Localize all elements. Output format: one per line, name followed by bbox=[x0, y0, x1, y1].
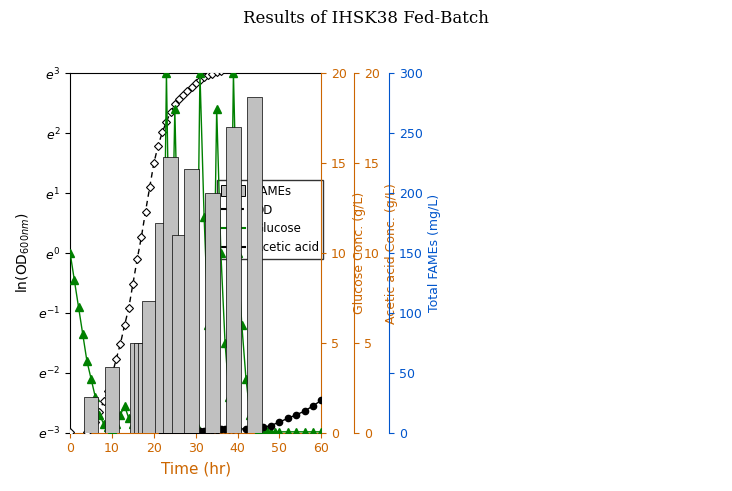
Y-axis label: Total FAMEs (mg/L): Total FAMEs (mg/L) bbox=[428, 194, 441, 312]
Bar bbox=[105, 367, 119, 433]
Bar bbox=[226, 127, 241, 433]
Bar bbox=[247, 97, 262, 433]
Bar bbox=[184, 169, 199, 433]
Bar bbox=[172, 235, 187, 433]
Y-axis label: ln(OD$_{600nm}$): ln(OD$_{600nm}$) bbox=[15, 213, 32, 293]
Text: Results of IHSK38 Fed-Batch: Results of IHSK38 Fed-Batch bbox=[243, 10, 489, 27]
Bar bbox=[205, 193, 220, 433]
X-axis label: Time (hr): Time (hr) bbox=[161, 461, 231, 476]
Bar bbox=[142, 301, 157, 433]
Bar bbox=[134, 343, 149, 433]
Bar bbox=[138, 343, 153, 433]
Bar bbox=[130, 343, 144, 433]
Bar bbox=[155, 223, 170, 433]
Legend: FAMEs, OD, Glucose, Acetic acid: FAMEs, OD, Glucose, Acetic acid bbox=[217, 180, 324, 259]
Y-axis label: Glucose Conc. (g/L): Glucose Conc. (g/L) bbox=[353, 192, 365, 314]
Bar bbox=[83, 397, 98, 433]
Bar bbox=[163, 157, 178, 433]
Y-axis label: Acetic acid Conc. (g/L): Acetic acid Conc. (g/L) bbox=[385, 183, 398, 324]
